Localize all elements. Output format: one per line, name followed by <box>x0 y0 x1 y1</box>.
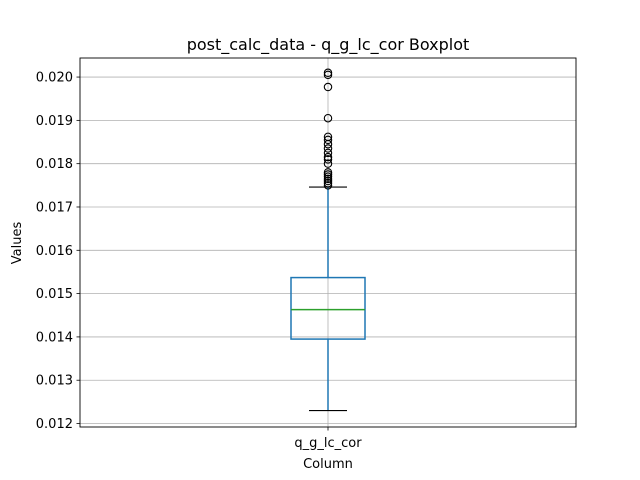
outlier-point <box>323 159 333 168</box>
y-tick-label: 0.019 <box>36 114 73 129</box>
outlier-point <box>323 68 333 77</box>
y-tick-label: 0.013 <box>36 374 73 389</box>
box-elements <box>290 68 366 412</box>
y-axis-ticks: 0.012 0.013 0.014 0.015 0.016 0.017 0.018 0.019… <box>36 71 80 432</box>
y-tick-label: 0.012 <box>36 417 73 432</box>
outlier-point <box>323 172 333 181</box>
outlier-point <box>323 170 333 179</box>
outlier-point <box>323 70 333 80</box>
iqr-box <box>290 276 366 340</box>
outlier-point <box>323 178 333 188</box>
outlier-point <box>323 144 333 153</box>
chart-title: post_calc_data - q_g_lc_cor Boxplot <box>187 35 470 55</box>
outlier-point <box>323 181 333 190</box>
outlier-point <box>323 82 333 92</box>
y-axis-label: Values <box>10 222 25 265</box>
outlier-point <box>323 135 333 145</box>
outlier-point <box>323 176 333 186</box>
y-tick-label: 0.014 <box>36 330 73 345</box>
outlier-point <box>323 174 333 184</box>
outlier-point <box>323 148 333 158</box>
y-tick-label: 0.018 <box>36 157 73 172</box>
outlier-point <box>323 168 333 177</box>
y-tick-label: 0.020 <box>36 71 73 86</box>
y-tick-label: 0.017 <box>36 200 73 215</box>
outlier-point <box>323 132 333 142</box>
x-axis-ticks: q_g_lc_cor <box>294 427 362 451</box>
x-tick-label: q_g_lc_cor <box>294 436 362 451</box>
outlier-point <box>323 152 333 162</box>
outlier-point <box>323 155 333 164</box>
y-tick-label: 0.016 <box>36 244 73 259</box>
x-axis-label: Column <box>303 457 353 472</box>
y-tick-label: 0.015 <box>36 287 73 302</box>
outlier-point <box>323 113 333 123</box>
